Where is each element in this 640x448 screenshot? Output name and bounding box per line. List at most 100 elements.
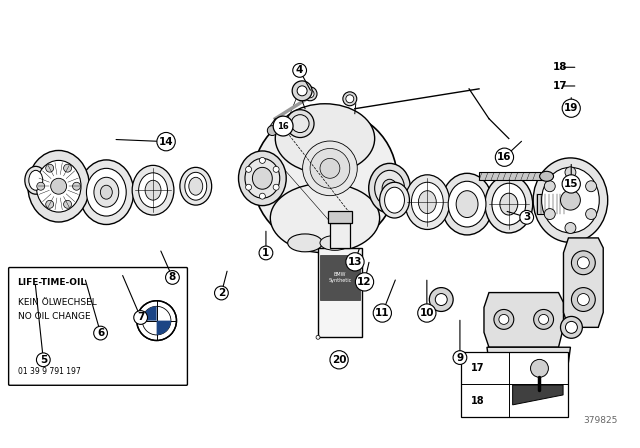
Ellipse shape — [139, 173, 168, 207]
Ellipse shape — [291, 115, 309, 133]
Ellipse shape — [245, 159, 280, 198]
Circle shape — [268, 125, 277, 136]
Circle shape — [273, 184, 279, 190]
Text: BMW
Synthetic: BMW Synthetic — [328, 272, 351, 283]
Ellipse shape — [275, 104, 374, 173]
Text: 3: 3 — [523, 212, 531, 222]
Ellipse shape — [343, 92, 356, 106]
Ellipse shape — [374, 170, 404, 206]
Text: 2: 2 — [218, 288, 225, 298]
Ellipse shape — [306, 90, 314, 98]
Text: 18: 18 — [471, 396, 484, 406]
Ellipse shape — [185, 172, 207, 200]
Circle shape — [586, 209, 596, 220]
Circle shape — [273, 166, 279, 172]
Text: 7: 7 — [137, 313, 145, 323]
Ellipse shape — [441, 173, 493, 235]
Text: KEIN ÖLWECHSEL: KEIN ÖLWECHSEL — [17, 298, 96, 307]
Ellipse shape — [303, 87, 317, 101]
Text: 18: 18 — [553, 62, 568, 72]
Bar — [328, 211, 352, 223]
Circle shape — [544, 209, 556, 220]
Text: 4: 4 — [296, 65, 303, 75]
Circle shape — [297, 86, 307, 96]
Bar — [461, 352, 568, 417]
Ellipse shape — [456, 191, 478, 218]
Polygon shape — [484, 293, 563, 347]
Ellipse shape — [28, 151, 90, 222]
Circle shape — [246, 184, 252, 190]
Text: LIFE-TIME-OIL: LIFE-TIME-OIL — [17, 279, 86, 288]
Ellipse shape — [100, 185, 112, 199]
Text: 1: 1 — [262, 248, 269, 258]
Circle shape — [544, 181, 556, 192]
Circle shape — [292, 81, 312, 101]
Circle shape — [45, 164, 54, 172]
Bar — [330, 223, 350, 248]
Circle shape — [565, 167, 576, 178]
Circle shape — [499, 314, 509, 324]
Ellipse shape — [286, 110, 314, 138]
Ellipse shape — [316, 335, 320, 339]
Circle shape — [531, 359, 548, 377]
Circle shape — [259, 193, 266, 199]
Circle shape — [273, 116, 293, 136]
Ellipse shape — [485, 175, 532, 233]
Ellipse shape — [25, 166, 47, 194]
Circle shape — [72, 182, 81, 190]
Polygon shape — [563, 238, 604, 327]
Text: 11: 11 — [375, 308, 390, 318]
Text: 16: 16 — [277, 121, 289, 130]
Ellipse shape — [288, 234, 323, 252]
Ellipse shape — [189, 177, 203, 195]
Ellipse shape — [320, 159, 340, 178]
Circle shape — [531, 359, 547, 375]
Circle shape — [494, 310, 514, 329]
Circle shape — [51, 178, 67, 194]
Text: 10: 10 — [420, 308, 434, 318]
Ellipse shape — [448, 181, 486, 227]
Ellipse shape — [180, 168, 212, 205]
Text: 6: 6 — [97, 328, 104, 338]
Circle shape — [586, 181, 596, 192]
Ellipse shape — [492, 183, 525, 225]
Circle shape — [572, 288, 595, 311]
Circle shape — [525, 353, 552, 381]
Ellipse shape — [252, 168, 272, 189]
Ellipse shape — [310, 148, 350, 188]
Text: 9: 9 — [456, 353, 463, 362]
Ellipse shape — [29, 170, 43, 190]
Ellipse shape — [385, 187, 404, 213]
Ellipse shape — [36, 160, 81, 212]
Ellipse shape — [405, 175, 450, 229]
Ellipse shape — [369, 164, 410, 213]
Circle shape — [259, 157, 266, 164]
Text: 379825: 379825 — [584, 416, 618, 425]
Text: 01 39 9 791 197: 01 39 9 791 197 — [17, 367, 80, 376]
Ellipse shape — [270, 183, 380, 253]
Bar — [537, 194, 566, 214]
Ellipse shape — [239, 151, 286, 206]
Text: NO OIL CHANGE: NO OIL CHANGE — [17, 312, 90, 321]
Text: 13: 13 — [348, 257, 362, 267]
Polygon shape — [513, 385, 563, 405]
Circle shape — [435, 293, 447, 306]
Ellipse shape — [346, 95, 354, 103]
Circle shape — [572, 251, 595, 275]
Wedge shape — [157, 321, 171, 335]
Bar — [479, 172, 543, 180]
Ellipse shape — [145, 180, 161, 200]
Ellipse shape — [540, 171, 554, 181]
Ellipse shape — [541, 168, 599, 233]
Ellipse shape — [380, 182, 410, 218]
Bar — [318, 248, 362, 337]
Text: 17: 17 — [553, 81, 568, 91]
Circle shape — [36, 182, 45, 190]
Ellipse shape — [79, 160, 134, 224]
Ellipse shape — [94, 177, 119, 207]
Text: 14: 14 — [159, 137, 173, 146]
Wedge shape — [142, 306, 157, 321]
Text: 16: 16 — [497, 152, 512, 162]
Ellipse shape — [303, 141, 357, 196]
Ellipse shape — [320, 236, 350, 250]
